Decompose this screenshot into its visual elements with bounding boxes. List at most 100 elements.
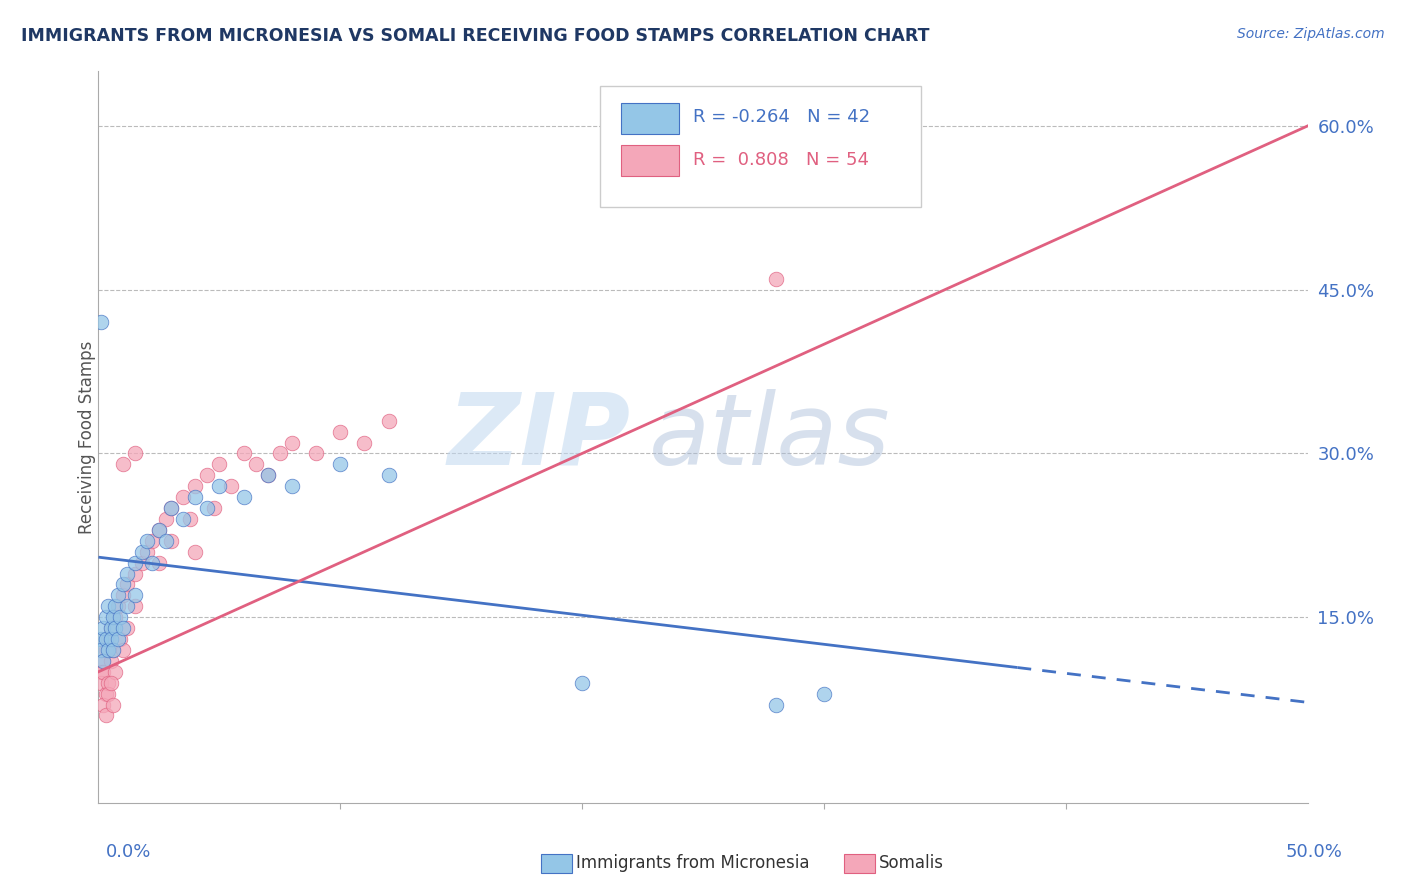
- Point: [100, 621, 122, 635]
- Point: [100, 632, 122, 646]
- Point: [124, 566, 146, 581]
- Point: [111, 588, 134, 602]
- Point: [141, 556, 163, 570]
- Point: [117, 599, 139, 614]
- Point: [160, 533, 183, 548]
- Point: [619, 173, 641, 187]
- Point: [160, 501, 183, 516]
- Point: [111, 643, 134, 657]
- Point: [208, 479, 231, 493]
- Text: atlas: atlas: [648, 389, 890, 485]
- Point: [104, 599, 127, 614]
- Text: R =  0.808   N = 54: R = 0.808 N = 54: [693, 151, 869, 169]
- Point: [117, 566, 139, 581]
- Point: [813, 687, 835, 701]
- Point: [100, 675, 122, 690]
- Point: [101, 643, 124, 657]
- Point: [124, 446, 146, 460]
- Point: [100, 654, 122, 668]
- Point: [281, 435, 304, 450]
- Point: [131, 556, 153, 570]
- Text: Somalis: Somalis: [879, 854, 943, 871]
- Point: [90, 643, 112, 657]
- Point: [97, 687, 120, 701]
- Point: [97, 599, 120, 614]
- Point: [111, 621, 134, 635]
- Point: [90, 675, 112, 690]
- Point: [104, 610, 127, 624]
- Point: [94, 708, 117, 723]
- Point: [117, 577, 139, 591]
- Point: [94, 687, 117, 701]
- Point: [256, 468, 278, 483]
- Point: [305, 446, 328, 460]
- Point: [195, 501, 218, 516]
- Point: [377, 414, 399, 428]
- Point: [160, 501, 183, 516]
- Point: [329, 458, 352, 472]
- Point: [101, 610, 124, 624]
- Point: [172, 512, 194, 526]
- Point: [117, 621, 139, 635]
- Point: [124, 599, 146, 614]
- Point: [91, 698, 114, 712]
- Point: [135, 533, 157, 548]
- Bar: [621, 145, 679, 176]
- Point: [245, 458, 267, 472]
- Point: [135, 545, 157, 559]
- Point: [108, 632, 131, 646]
- Point: [91, 665, 114, 679]
- Point: [124, 588, 146, 602]
- Point: [90, 632, 112, 646]
- Point: [208, 458, 231, 472]
- Point: [195, 468, 218, 483]
- Point: [111, 458, 134, 472]
- Point: [232, 446, 254, 460]
- Point: [107, 632, 129, 646]
- Point: [148, 523, 170, 537]
- Point: [281, 479, 304, 493]
- Point: [101, 643, 124, 657]
- Point: [108, 610, 131, 624]
- Point: [256, 468, 278, 483]
- Text: 50.0%: 50.0%: [1286, 843, 1343, 861]
- Point: [184, 490, 207, 504]
- Point: [104, 665, 127, 679]
- Point: [179, 512, 201, 526]
- Point: [91, 621, 114, 635]
- Point: [104, 621, 127, 635]
- Point: [571, 675, 593, 690]
- Point: [131, 545, 153, 559]
- Point: [107, 588, 129, 602]
- Y-axis label: Receiving Food Stamps: Receiving Food Stamps: [79, 341, 96, 533]
- Point: [91, 654, 114, 668]
- Point: [204, 501, 226, 516]
- Point: [97, 675, 120, 690]
- Text: 0.0%: 0.0%: [105, 843, 150, 861]
- Point: [100, 621, 122, 635]
- FancyBboxPatch shape: [600, 86, 921, 207]
- Point: [124, 556, 146, 570]
- Point: [765, 698, 787, 712]
- Point: [97, 643, 120, 657]
- Point: [90, 315, 112, 329]
- Point: [377, 468, 399, 483]
- Point: [141, 533, 163, 548]
- Point: [91, 654, 114, 668]
- Point: [148, 523, 170, 537]
- Text: R = -0.264   N = 42: R = -0.264 N = 42: [693, 109, 870, 127]
- Point: [111, 577, 134, 591]
- Point: [172, 490, 194, 504]
- Text: Source: ZipAtlas.com: Source: ZipAtlas.com: [1237, 27, 1385, 41]
- Point: [94, 632, 117, 646]
- Point: [101, 698, 124, 712]
- Point: [94, 643, 117, 657]
- Text: IMMIGRANTS FROM MICRONESIA VS SOMALI RECEIVING FOOD STAMPS CORRELATION CHART: IMMIGRANTS FROM MICRONESIA VS SOMALI REC…: [21, 27, 929, 45]
- Point: [94, 610, 117, 624]
- Point: [107, 599, 129, 614]
- Point: [155, 533, 177, 548]
- Point: [155, 512, 177, 526]
- Point: [232, 490, 254, 504]
- Point: [184, 545, 207, 559]
- Point: [97, 632, 120, 646]
